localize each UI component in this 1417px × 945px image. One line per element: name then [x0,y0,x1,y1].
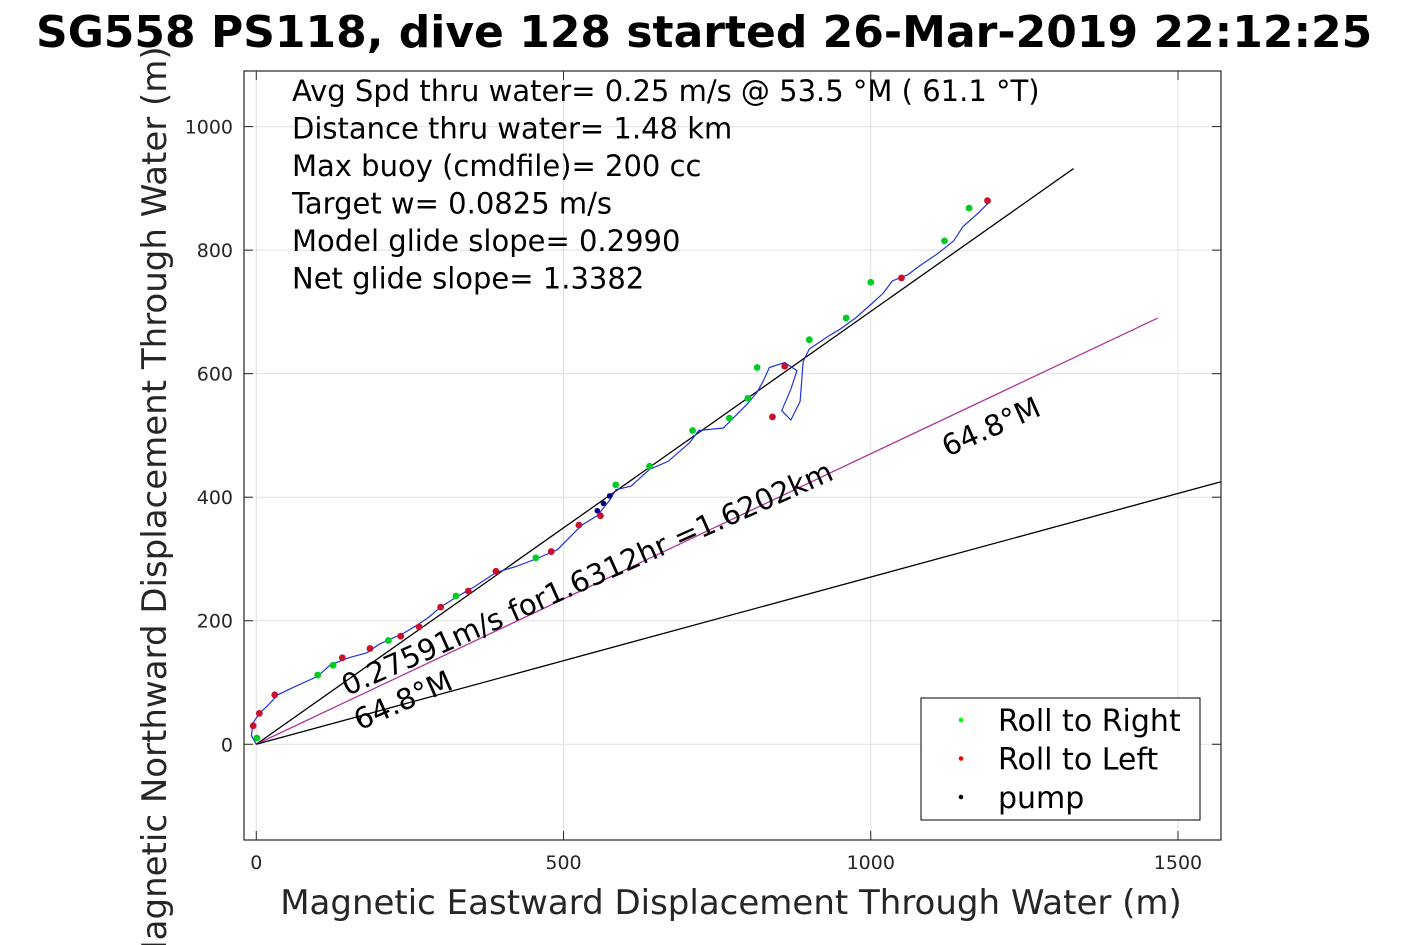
roll-right-point [805,336,813,344]
pump-point [600,500,607,507]
y-tick-label: 400 [197,487,233,509]
roll-markers [249,197,991,742]
roll-left-point [464,587,472,595]
roll-left-point [255,709,263,717]
roll-left-point [437,603,445,611]
roll-left-point [492,567,500,575]
legend-marker [958,717,964,723]
x-tick-label: 0 [250,852,262,874]
x-axis-label: Magnetic Eastward Displacement Through W… [280,883,1182,923]
annotation-label: 64.8°M [937,390,1046,463]
roll-right-point [753,364,761,371]
reference-line [256,317,1158,745]
pump-point [606,493,613,499]
plot-frame [243,70,1222,841]
legend-marker [958,794,964,800]
roll-right-point [744,394,752,402]
legend-label: Roll to Left [998,743,1158,778]
legend-marker [958,756,964,761]
reference-lines [255,168,1222,745]
y-tick-label: 800 [197,240,233,262]
stats-line: Max buoy (cmdfile)= 200 cc [292,149,701,183]
roll-left-point [898,274,905,282]
stats-line: Net glide slope= 1.3382 [292,262,644,296]
stats-line: Target w= 0.0825 m/s [291,187,612,221]
roll-left-point [338,654,346,662]
y-tick-label: 1000 [185,117,233,139]
roll-left-point [366,645,374,652]
legend-label: pump [998,781,1084,816]
roll-right-point [329,661,337,669]
x-tick-label: 1500 [1154,852,1202,874]
track-series [250,200,992,745]
stats-line: Distance thru water= 1.48 km [292,112,732,146]
chart-title: SG558 PS118, dive 128 started 26-Mar-201… [36,7,1372,58]
roll-right-point [689,427,696,434]
y-tick-label: 600 [197,364,233,386]
roll-left-point [415,623,423,631]
roll-right-point [452,592,460,600]
legend-box [920,697,1201,821]
reference-line [256,481,1222,745]
roll-right-point [842,314,850,322]
legend-label: Roll to Right [998,704,1181,739]
stats-text-block: Avg Spd thru water= 0.25 m/s @ 53.5 °M (… [291,74,1040,296]
roll-left-point [575,521,583,529]
track-line [250,200,992,745]
roll-left-point [984,197,991,205]
roll-left-point [249,722,257,730]
roll-left-point [769,413,776,421]
x-tick-label: 500 [545,852,581,874]
grid [244,71,1221,840]
roll-left-point [547,548,555,555]
roll-right-point [612,481,620,489]
annotations: 0.27591m/s for1.6312hr =1.6202km64.8°M64… [336,390,1045,737]
roll-right-point [384,637,392,644]
y-tick-label: 200 [197,611,233,633]
roll-right-point [867,278,875,286]
roll-right-point [965,204,973,212]
roll-left-point [781,362,789,370]
roll-right-point [314,671,322,679]
roll-left-point [271,691,279,699]
stats-line: Model glide slope= 0.2990 [292,224,680,258]
reference-line [255,168,1074,745]
roll-left-point [596,512,604,520]
annotation-label: 0.27591m/s for1.6312hr =1.6202km [336,454,838,702]
y-axis-label: Magnetic Northward Displacement Through … [135,46,175,945]
roll-right-point [941,237,948,245]
roll-right-point [646,462,653,470]
pump-point [594,507,601,514]
x-tick-label: 1000 [847,852,895,874]
roll-left-point [397,632,405,640]
axis-ticks: 0 500 1000 1500 0 200 400 600 800 1000 [185,71,1221,874]
roll-right-point [253,734,261,742]
y-tick-label: 0 [221,734,233,756]
roll-right-point [726,414,733,422]
stats-line: Avg Spd thru water= 0.25 m/s @ 53.5 °M (… [292,74,1040,108]
roll-right-point [532,554,540,562]
